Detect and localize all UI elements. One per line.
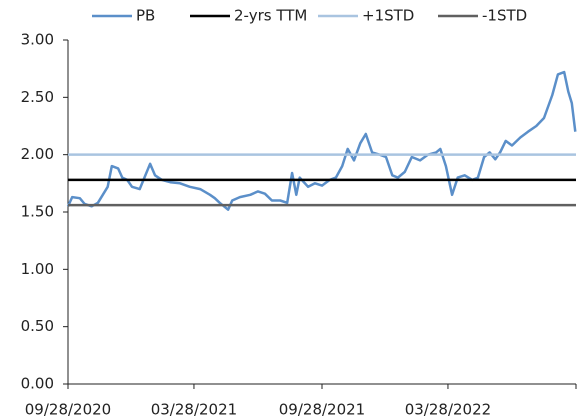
- y-tick-label: 2.50: [21, 88, 54, 106]
- x-tick-label: 03/28/2021: [151, 401, 237, 419]
- legend-label: PB: [136, 7, 155, 25]
- y-tick-label: 0.50: [21, 317, 54, 335]
- legend-label: 2-yrs TTM: [234, 7, 307, 25]
- pb-line: [66, 70, 577, 211]
- x-tick-label: 03/28/2022: [405, 401, 491, 419]
- legend-label: +1STD: [362, 7, 414, 25]
- y-tick-label: 2.00: [21, 145, 54, 163]
- x-tick-label: 09/28/2020: [25, 401, 111, 419]
- y-tick-label: 0.00: [21, 375, 54, 393]
- y-tick-label: 1.00: [21, 260, 54, 278]
- x-tick-label: 09/28/2021: [279, 401, 365, 419]
- legend-label: -1STD: [482, 7, 527, 25]
- y-tick-label: 3.00: [21, 31, 54, 49]
- y-tick-label: 1.50: [21, 203, 54, 221]
